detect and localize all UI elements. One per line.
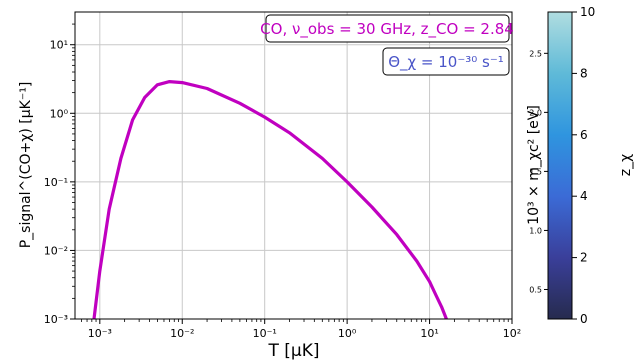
colorbar-tick-label: 0: [580, 312, 588, 326]
colorbar-secondary-tick-label: 2.0: [529, 108, 542, 117]
annotation-theta: Θ_χ = 10⁻³⁰ s⁻¹: [382, 47, 510, 76]
axis-ticks: 10⁻³ 10⁻² 10⁻¹ 10⁰ 10¹ 10² 10⁻³ 10⁻² 10⁻¹ 10⁰ 10¹: [44, 23, 521, 340]
curves-layer: [92, 80, 448, 319]
annotation-co-text: CO, ν_obs = 30 GHz, z_CO = 2.84: [260, 20, 514, 39]
colorbar-secondary-tick-label: 1.0: [529, 226, 542, 235]
y-tick-label: 10¹: [50, 39, 68, 52]
colorbar-tick-label: 8: [580, 66, 588, 80]
colorbar-tick-label: 4: [580, 189, 588, 203]
colorbar-secondary-tick-label: 2.5: [529, 49, 542, 58]
plot-frame: [74, 11, 513, 320]
x-tick-label: 10⁰: [338, 327, 357, 340]
colorbar-ticks: 0 2 4 6 8 10 0.5 1.0 1.5 2.0 2.5: [529, 5, 595, 326]
x-tick-label: 10¹: [420, 327, 438, 340]
colorbar-tick-label: 2: [580, 251, 588, 265]
colorbar-secondary-tick-label: 1.5: [529, 167, 542, 176]
colorbar-tick-label: 10: [580, 5, 595, 19]
colorbar-tick-label: 6: [580, 128, 588, 142]
y-tick-label: 10⁻²: [44, 244, 68, 257]
x-tick-label: 10²: [503, 327, 521, 340]
co-curve: [92, 80, 448, 319]
colorbar-secondary-label: 10³ × m_χc² [eV]: [526, 105, 542, 225]
annotation-co-box: [265, 14, 510, 43]
x-tick-label: 10⁻¹: [253, 327, 277, 340]
y-tick-label: 10⁻³: [44, 313, 68, 326]
y-tick-label: 10⁻¹: [44, 176, 68, 189]
colorbar: [547, 11, 573, 320]
y-tick-label: 10⁰: [50, 107, 69, 120]
annotation-theta-box: [382, 47, 510, 76]
x-axis-label: T [μK]: [267, 341, 319, 360]
x-tick-label: 10⁻³: [88, 327, 112, 340]
annotation-co: CO, ν_obs = 30 GHz, z_CO = 2.84: [260, 14, 514, 43]
colorbar-label: z_χ: [618, 154, 634, 176]
annotation-theta-text: Θ_χ = 10⁻³⁰ s⁻¹: [388, 53, 504, 72]
y-axis-label: P_signal^(CO+χ) [μK⁻¹]: [18, 82, 34, 249]
x-tick-label: 10⁻²: [170, 327, 194, 340]
colorbar-secondary-tick-label: 0.5: [529, 285, 542, 294]
